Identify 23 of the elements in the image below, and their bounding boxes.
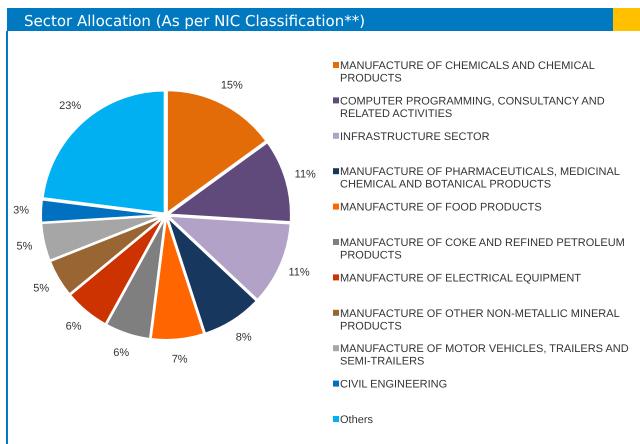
legend-label: MANUFACTURE OF FOOD PRODUCTS bbox=[340, 202, 542, 214]
data-label: 7% bbox=[172, 353, 188, 366]
legend-label: COMPUTER PROGRAMMING, CONSULTANCY AND RELATED ACTIVITIES bbox=[340, 95, 605, 120]
legend-label: Others bbox=[340, 414, 374, 426]
data-label: 15% bbox=[220, 80, 244, 92]
data-label: 3% bbox=[13, 204, 30, 216]
chart-title: Sector Allocation (As per NIC Classification**) bbox=[24, 12, 366, 30]
data-label: 6% bbox=[66, 320, 82, 333]
legend-label: MANUFACTURE OF PHARMACEUTICALS, MEDICINAL CHEMICAL AND BOTANICAL PRODUCTS bbox=[340, 166, 620, 191]
data-label: 5% bbox=[33, 282, 50, 295]
legend-label: MANUFACTURE OF OTHER NON-METALLIC MINERAL PRODUCTS bbox=[340, 308, 620, 332]
data-label: 5% bbox=[16, 240, 33, 253]
legend-label: MANUFACTURE OF COKE AND REFINED PETROLEUM PRODUCTS bbox=[340, 236, 625, 262]
legend-label: MANUFACTURE OF CHEMICALS AND CHEMICAL PRODUCTS bbox=[340, 60, 595, 84]
data-label: 11% bbox=[294, 168, 316, 180]
legend-label: INFRASTRUCTURE SECTOR bbox=[340, 130, 490, 143]
legend-label: MANUFACTURE OF ELECTRICAL EQUIPMENT bbox=[340, 272, 582, 284]
data-label: 11% bbox=[288, 266, 310, 278]
data-label: 23% bbox=[59, 100, 82, 112]
data-label: 8% bbox=[236, 331, 252, 344]
legend-label: CIVIL ENGINEERING bbox=[340, 378, 448, 391]
data-label: 6% bbox=[113, 346, 130, 359]
legend-label: MANUFACTURE OF MOTOR VEHICLES, TRAILERS AND SEMI-TRAILERS bbox=[340, 343, 629, 368]
